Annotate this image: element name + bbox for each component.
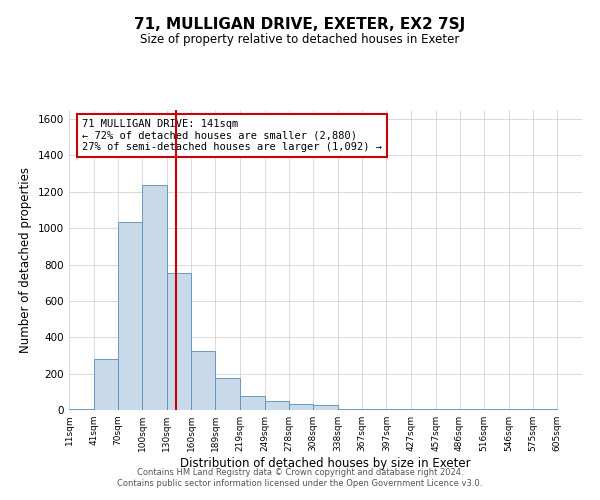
Bar <box>362 409 386 410</box>
Bar <box>167 272 191 410</box>
Bar <box>215 378 240 410</box>
Bar <box>142 184 167 410</box>
Text: 71, MULLIGAN DRIVE, EXETER, EX2 7SJ: 71, MULLIGAN DRIVE, EXETER, EX2 7SJ <box>134 18 466 32</box>
Bar <box>191 351 215 410</box>
Bar <box>94 359 118 410</box>
Bar <box>313 406 338 410</box>
Bar <box>533 409 557 410</box>
Y-axis label: Number of detached properties: Number of detached properties <box>19 167 32 353</box>
Bar <box>484 409 509 410</box>
Bar <box>289 404 313 410</box>
Text: Contains HM Land Registry data © Crown copyright and database right 2024.
Contai: Contains HM Land Registry data © Crown c… <box>118 468 482 487</box>
Bar <box>240 396 265 410</box>
Bar <box>69 409 94 410</box>
Bar <box>411 409 436 410</box>
Text: 71 MULLIGAN DRIVE: 141sqm
← 72% of detached houses are smaller (2,880)
27% of se: 71 MULLIGAN DRIVE: 141sqm ← 72% of detac… <box>82 119 382 152</box>
Bar <box>386 409 411 410</box>
Bar <box>460 409 484 410</box>
Bar <box>509 409 533 410</box>
Text: Size of property relative to detached houses in Exeter: Size of property relative to detached ho… <box>140 32 460 46</box>
Bar <box>436 409 460 410</box>
Bar <box>338 409 362 410</box>
Bar <box>118 222 142 410</box>
X-axis label: Distribution of detached houses by size in Exeter: Distribution of detached houses by size … <box>180 457 471 470</box>
Bar <box>265 401 289 410</box>
